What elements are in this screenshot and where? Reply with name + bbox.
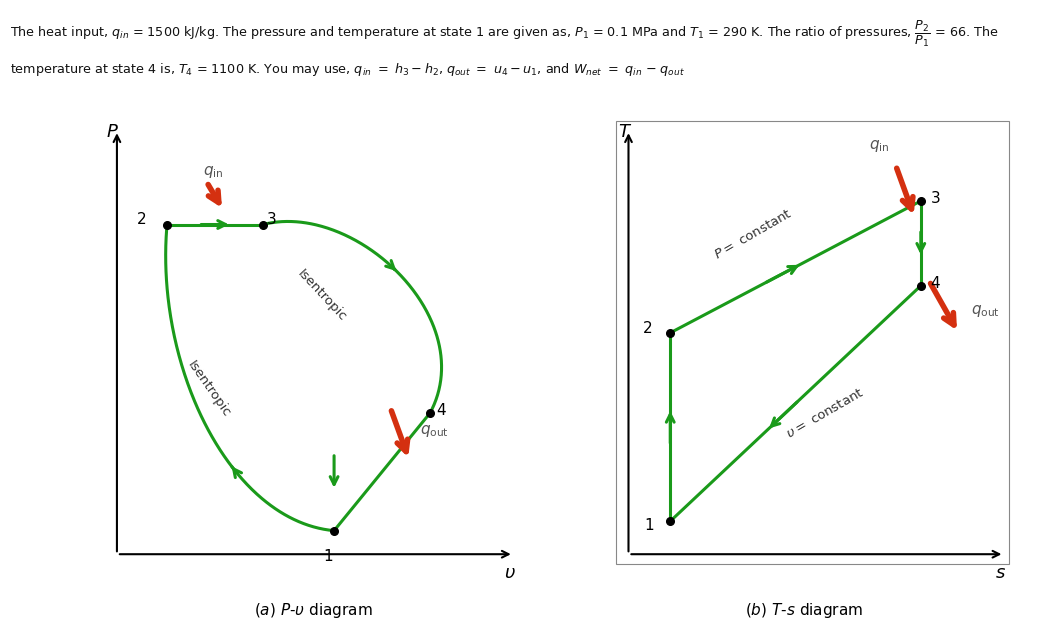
Text: $\upsilon =$ constant: $\upsilon =$ constant: [784, 386, 865, 440]
Text: 2: 2: [642, 321, 652, 335]
Text: 2: 2: [137, 212, 147, 227]
Text: 1: 1: [644, 519, 655, 533]
Text: $P$: $P$: [106, 123, 119, 141]
Text: temperature at state 4 is, $T_4$ = 1100 K. You may use, $q_{\mathit{in}}$ $=$ $h: temperature at state 4 is, $T_4$ = 1100 …: [10, 62, 685, 78]
Text: 4: 4: [930, 276, 941, 291]
Text: Isentropic: Isentropic: [185, 359, 233, 420]
Text: $T$: $T$: [618, 123, 633, 141]
Text: Isentropic: Isentropic: [294, 267, 349, 323]
Text: The heat input, $q_{\mathit{in}}$ = 1500 kJ/kg. The pressure and temperature at : The heat input, $q_{\mathit{in}}$ = 1500…: [10, 19, 999, 49]
Text: $P =$ constant: $P =$ constant: [712, 207, 796, 261]
Text: $s$: $s$: [995, 564, 1006, 582]
Text: $q_{\rm out}$: $q_{\rm out}$: [971, 303, 1000, 319]
Text: $q_{\rm out}$: $q_{\rm out}$: [420, 423, 449, 439]
Text: 3: 3: [266, 212, 277, 227]
Text: $(b)$ $T$-$s$ diagram: $(b)$ $T$-$s$ diagram: [744, 602, 863, 620]
Text: $(a)$ $P$-$\upsilon$ diagram: $(a)$ $P$-$\upsilon$ diagram: [254, 602, 373, 620]
Text: $q_{\rm in}$: $q_{\rm in}$: [203, 164, 223, 180]
Text: 1: 1: [323, 549, 333, 564]
Text: $q_{\rm in}$: $q_{\rm in}$: [869, 138, 889, 154]
Text: 3: 3: [930, 191, 941, 206]
Text: $\upsilon$: $\upsilon$: [504, 564, 516, 582]
Text: 4: 4: [435, 403, 446, 418]
